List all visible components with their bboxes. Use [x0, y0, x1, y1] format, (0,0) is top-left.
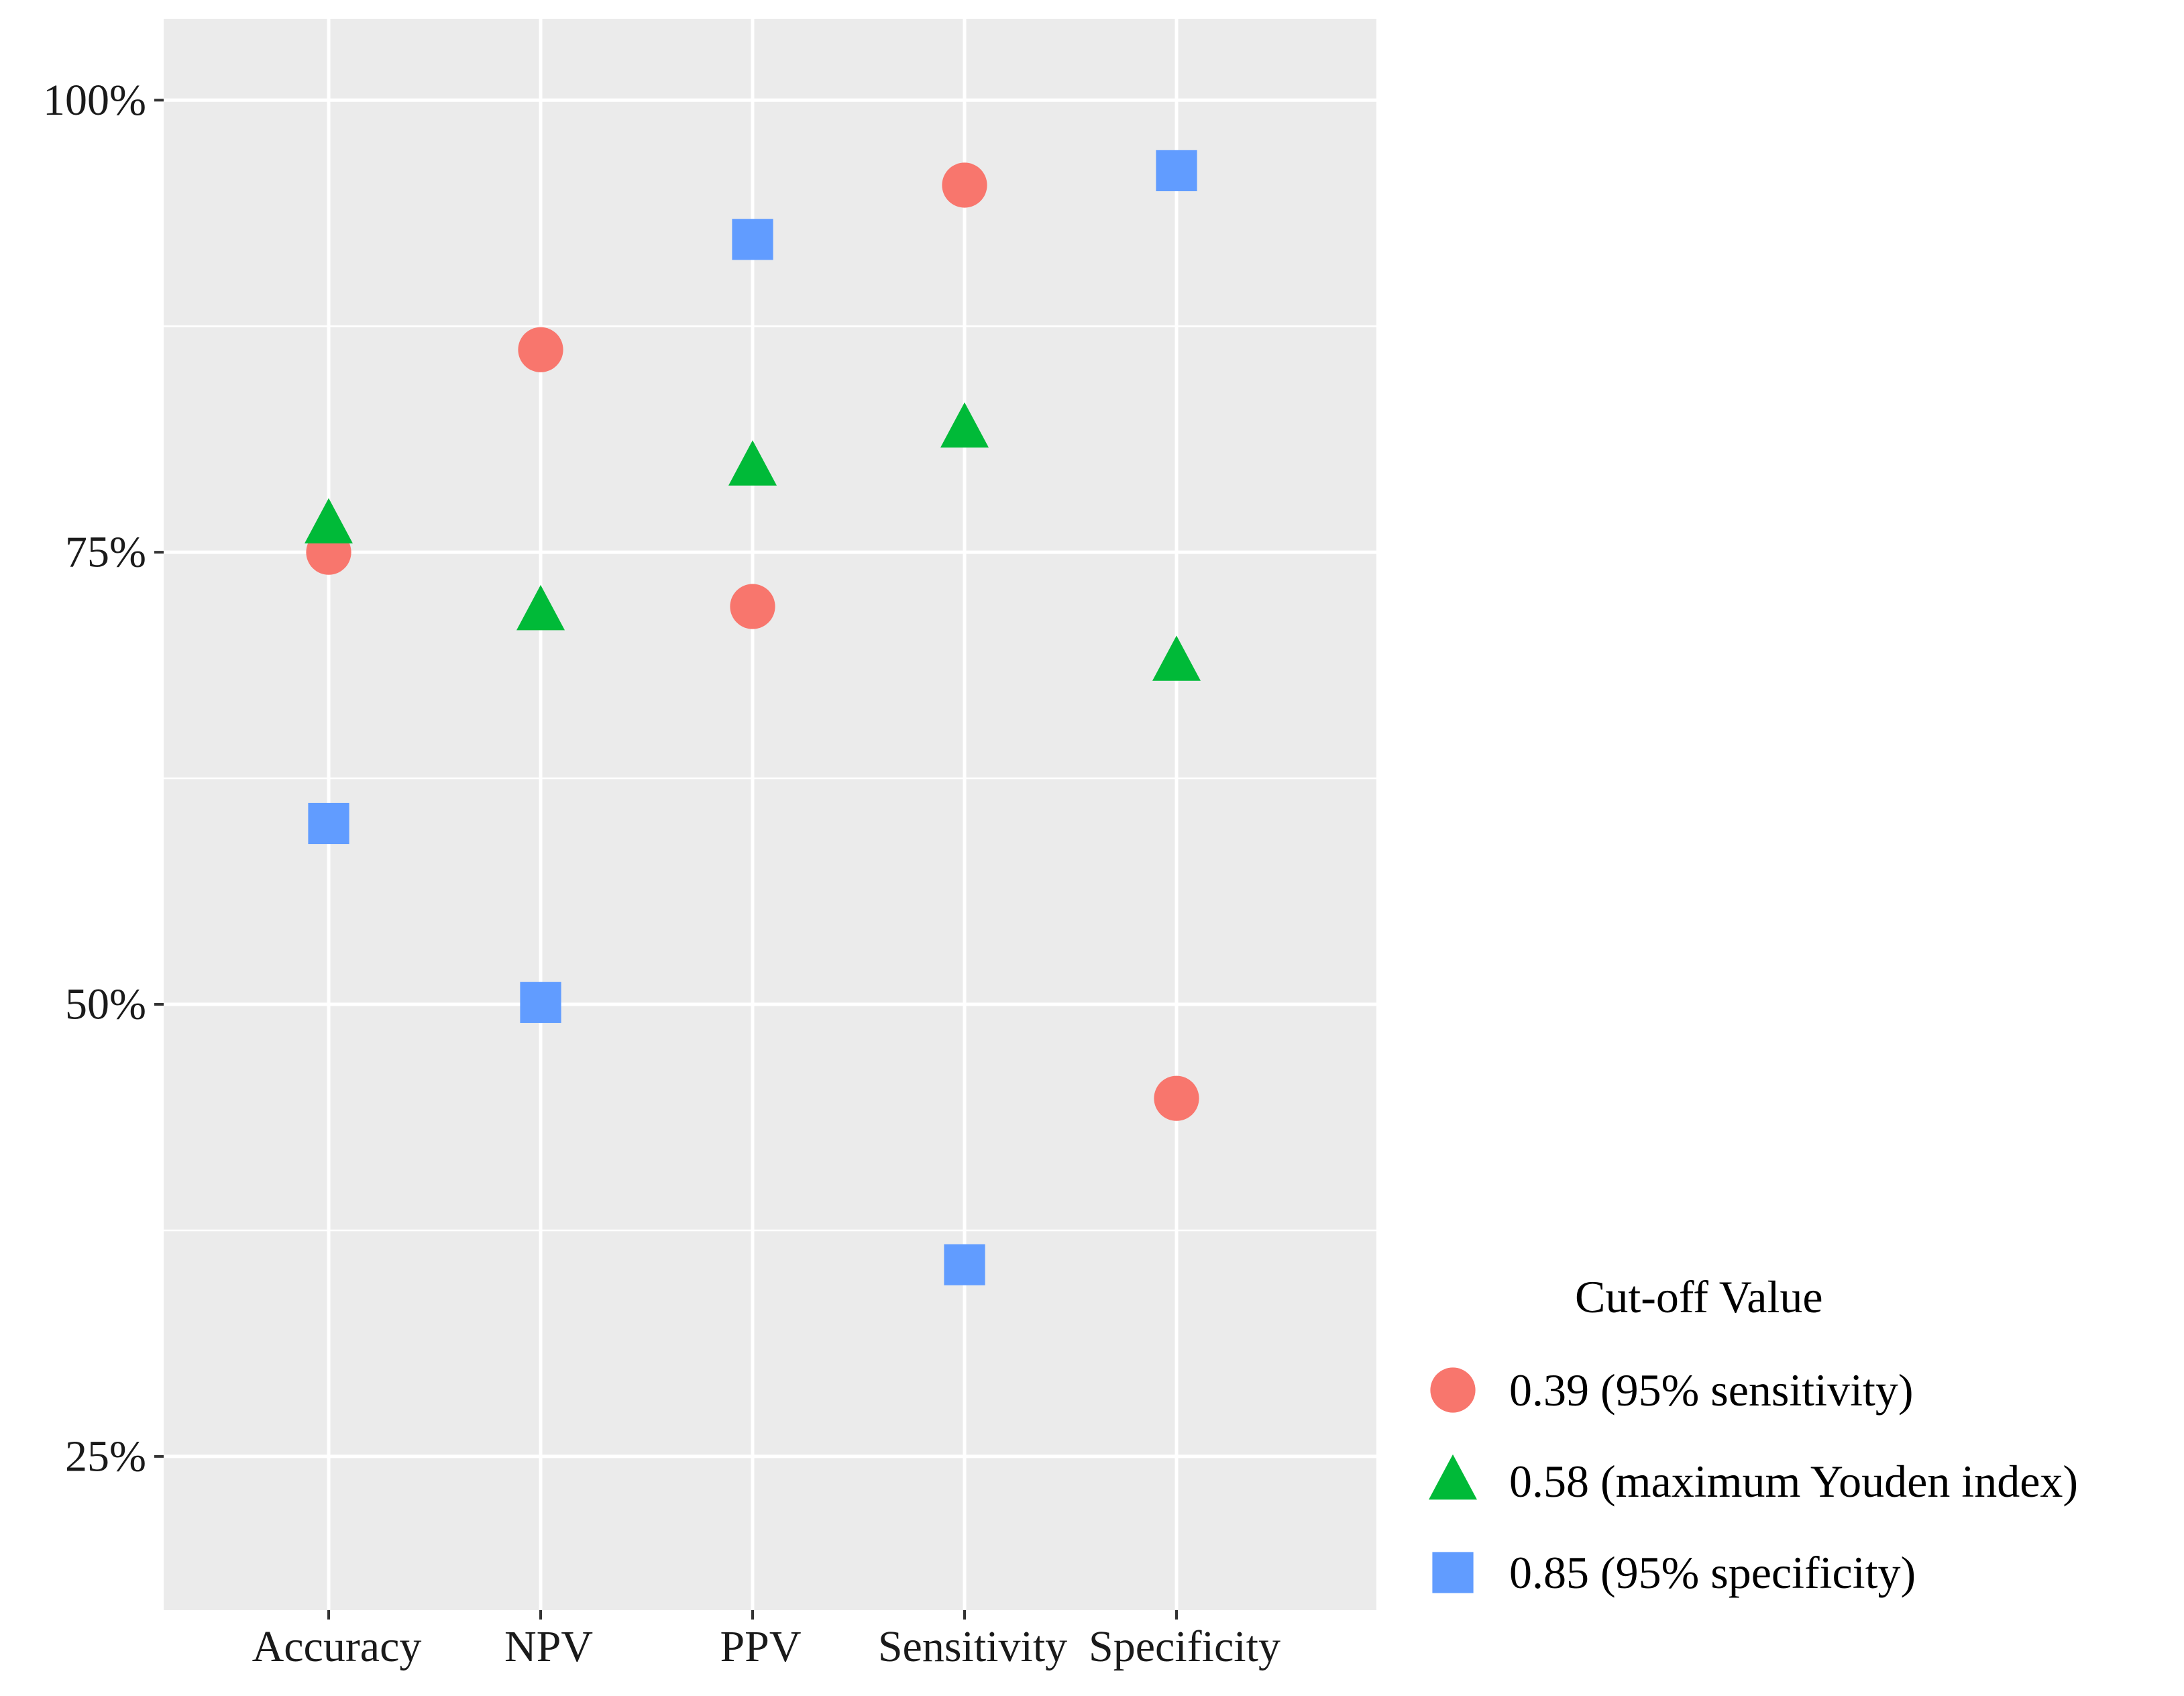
data-point-circle [730, 584, 775, 629]
data-points [305, 150, 1201, 1285]
data-point-triangle [305, 498, 353, 543]
legend-key-square [1432, 1552, 1474, 1593]
data-point-square [520, 982, 561, 1023]
x-axis: Accuracy NPV PPV Sensitivity Specificity [252, 1610, 1280, 1671]
data-point-square [944, 1244, 985, 1285]
data-point-square [1156, 150, 1197, 192]
x-tick-label: NPV [504, 1622, 593, 1671]
y-axis: 25% 50% 75% 100% [43, 76, 164, 1481]
legend-item: 0.58 (maximum Youden index) [1429, 1454, 2078, 1507]
y-tick-label: 25% [65, 1432, 146, 1481]
legend-label: 0.85 (95% specificity) [1509, 1547, 1916, 1598]
data-point-triangle [940, 402, 989, 448]
data-point-triangle [728, 440, 777, 486]
data-point-circle [942, 162, 987, 208]
legend-key-circle [1430, 1367, 1476, 1413]
grid-major [164, 19, 1376, 1610]
legend-label: 0.39 (95% sensitivity) [1509, 1365, 1914, 1416]
y-tick-label: 100% [43, 76, 146, 125]
grid-minor [164, 325, 1376, 1232]
data-point-triangle [1152, 635, 1201, 681]
legend-item: 0.85 (95% specificity) [1432, 1547, 1916, 1598]
data-point-square [308, 802, 349, 845]
data-point-triangle [516, 584, 565, 631]
legend-items: 0.39 (95% sensitivity) 0.58 (maximum Youd… [1429, 1365, 2078, 1598]
legend-item: 0.39 (95% sensitivity) [1430, 1365, 1914, 1416]
legend: Cut-off Value 0.39 (95% sensitivity) 0.58… [1429, 1271, 2078, 1598]
data-point-square [732, 219, 773, 260]
y-tick-label: 75% [65, 528, 146, 577]
x-tick-label: Sensitivity [878, 1622, 1067, 1671]
legend-label: 0.58 (maximum Youden index) [1509, 1456, 2078, 1507]
x-tick-label: PPV [720, 1622, 801, 1671]
x-tick-label: Accuracy [252, 1622, 422, 1671]
x-tick-label: Specificity [1089, 1622, 1280, 1671]
y-tick-label: 50% [65, 980, 146, 1029]
data-point-circle [518, 327, 563, 372]
legend-title: Cut-off Value [1575, 1271, 1823, 1322]
legend-key-triangle [1429, 1454, 1477, 1500]
data-point-circle [1154, 1075, 1199, 1121]
plot-panel [164, 19, 1376, 1610]
